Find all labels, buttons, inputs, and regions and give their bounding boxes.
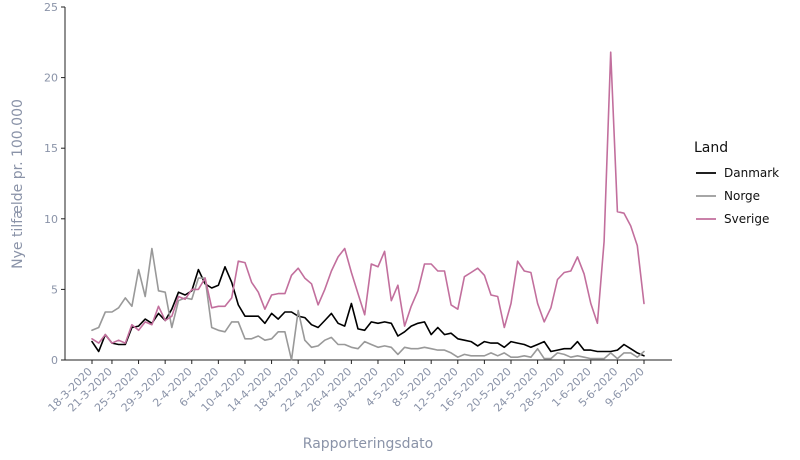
y-axis: 0 5 10 15 20 25 (44, 1, 66, 367)
x-axis-title: Rapporteringsdato (303, 436, 433, 452)
legend-label-danmark: Danmark (724, 166, 779, 180)
plot-lines (91, 51, 645, 361)
series-line-danmark (91, 265, 645, 357)
legend-title: Land (694, 140, 728, 156)
y-tick-label: 20 (44, 72, 58, 85)
y-tick-label: 0 (51, 354, 58, 367)
y-tick-label: 5 (51, 283, 58, 296)
legend-label-sverige: Sverige (724, 212, 769, 226)
series-line-norge (91, 247, 645, 361)
y-tick-label: 10 (44, 213, 58, 226)
y-tick-label: 25 (44, 1, 58, 14)
y-tick-label: 15 (44, 142, 58, 155)
series-line-sverige (91, 51, 645, 344)
legend-label-norge: Norge (724, 189, 760, 203)
legend: Land Danmark Norge Sverige (694, 140, 779, 226)
y-axis-title: Nye tilfælde pr. 100.000 (10, 99, 26, 269)
x-axis: 18-3-202021-3-202025-3-202029-3-20202-4-… (46, 359, 672, 415)
